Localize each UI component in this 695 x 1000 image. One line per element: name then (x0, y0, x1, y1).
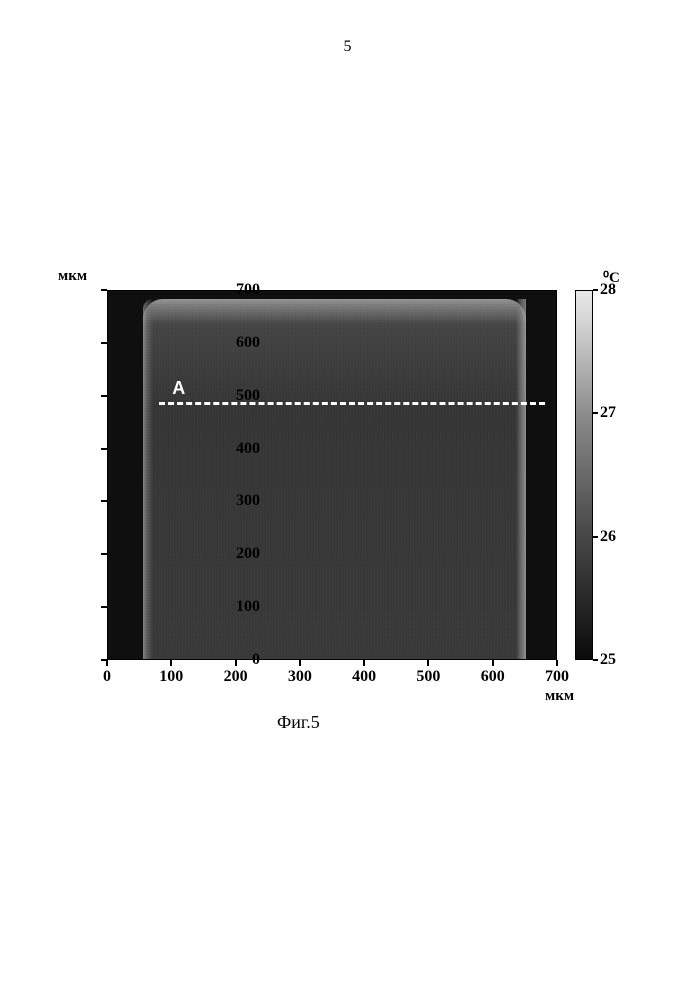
x-tick-label: 700 (545, 668, 569, 686)
x-tick-label: 100 (159, 668, 183, 686)
heatmap-plot: A (107, 290, 557, 660)
colorbar-tick-label: 28 (600, 281, 616, 299)
colorbar-tick-mark (593, 289, 598, 291)
heatmap-sample-region (143, 299, 526, 659)
x-tick-label: 200 (224, 668, 248, 686)
x-tick-label: 500 (416, 668, 440, 686)
x-tick-label: 400 (352, 668, 376, 686)
y-tick-label: 400 (220, 440, 260, 458)
x-tick-label: 0 (103, 668, 111, 686)
figure-caption: Фиг.5 (277, 712, 320, 733)
y-tick-label: 700 (220, 281, 260, 299)
x-tick-mark (235, 660, 237, 666)
x-tick-mark (363, 660, 365, 666)
x-tick-mark (170, 660, 172, 666)
colorbar-tick-mark (593, 412, 598, 414)
y-axis-unit: мкм (58, 268, 87, 285)
y-tick-label: 500 (220, 387, 260, 405)
y-tick-label: 100 (220, 598, 260, 616)
x-axis-unit: мкм (545, 688, 574, 705)
colorbar-tick-mark (593, 536, 598, 538)
colorbar-tick-mark (593, 659, 598, 661)
y-tick-mark (101, 500, 107, 502)
y-tick-mark (101, 448, 107, 450)
colorbar-tick-label: 26 (600, 528, 616, 546)
annotation-label-a: A (172, 378, 185, 399)
page-number: 5 (344, 38, 352, 56)
figure-5: мкм A 0 100 200 300 400 500 600 700 0 100 200 300 4… (45, 290, 655, 750)
x-tick-mark (106, 660, 108, 666)
y-tick-mark (101, 553, 107, 555)
colorbar-tick-label: 25 (600, 651, 616, 669)
y-tick-label: 200 (220, 545, 260, 563)
y-tick-label: 300 (220, 492, 260, 510)
colorbar-tick-label: 27 (600, 404, 616, 422)
y-tick-label: 0 (220, 651, 260, 669)
y-tick-mark (101, 395, 107, 397)
heatmap-texture (143, 299, 526, 659)
y-tick-mark (101, 289, 107, 291)
y-tick-mark (101, 606, 107, 608)
x-tick-mark (492, 660, 494, 666)
x-tick-label: 600 (481, 668, 505, 686)
annotation-line-a (159, 402, 545, 405)
x-tick-mark (427, 660, 429, 666)
y-tick-label: 600 (220, 334, 260, 352)
x-tick-mark (556, 660, 558, 666)
x-tick-mark (299, 660, 301, 666)
y-tick-mark (101, 342, 107, 344)
x-tick-label: 300 (288, 668, 312, 686)
colorbar (575, 290, 593, 660)
